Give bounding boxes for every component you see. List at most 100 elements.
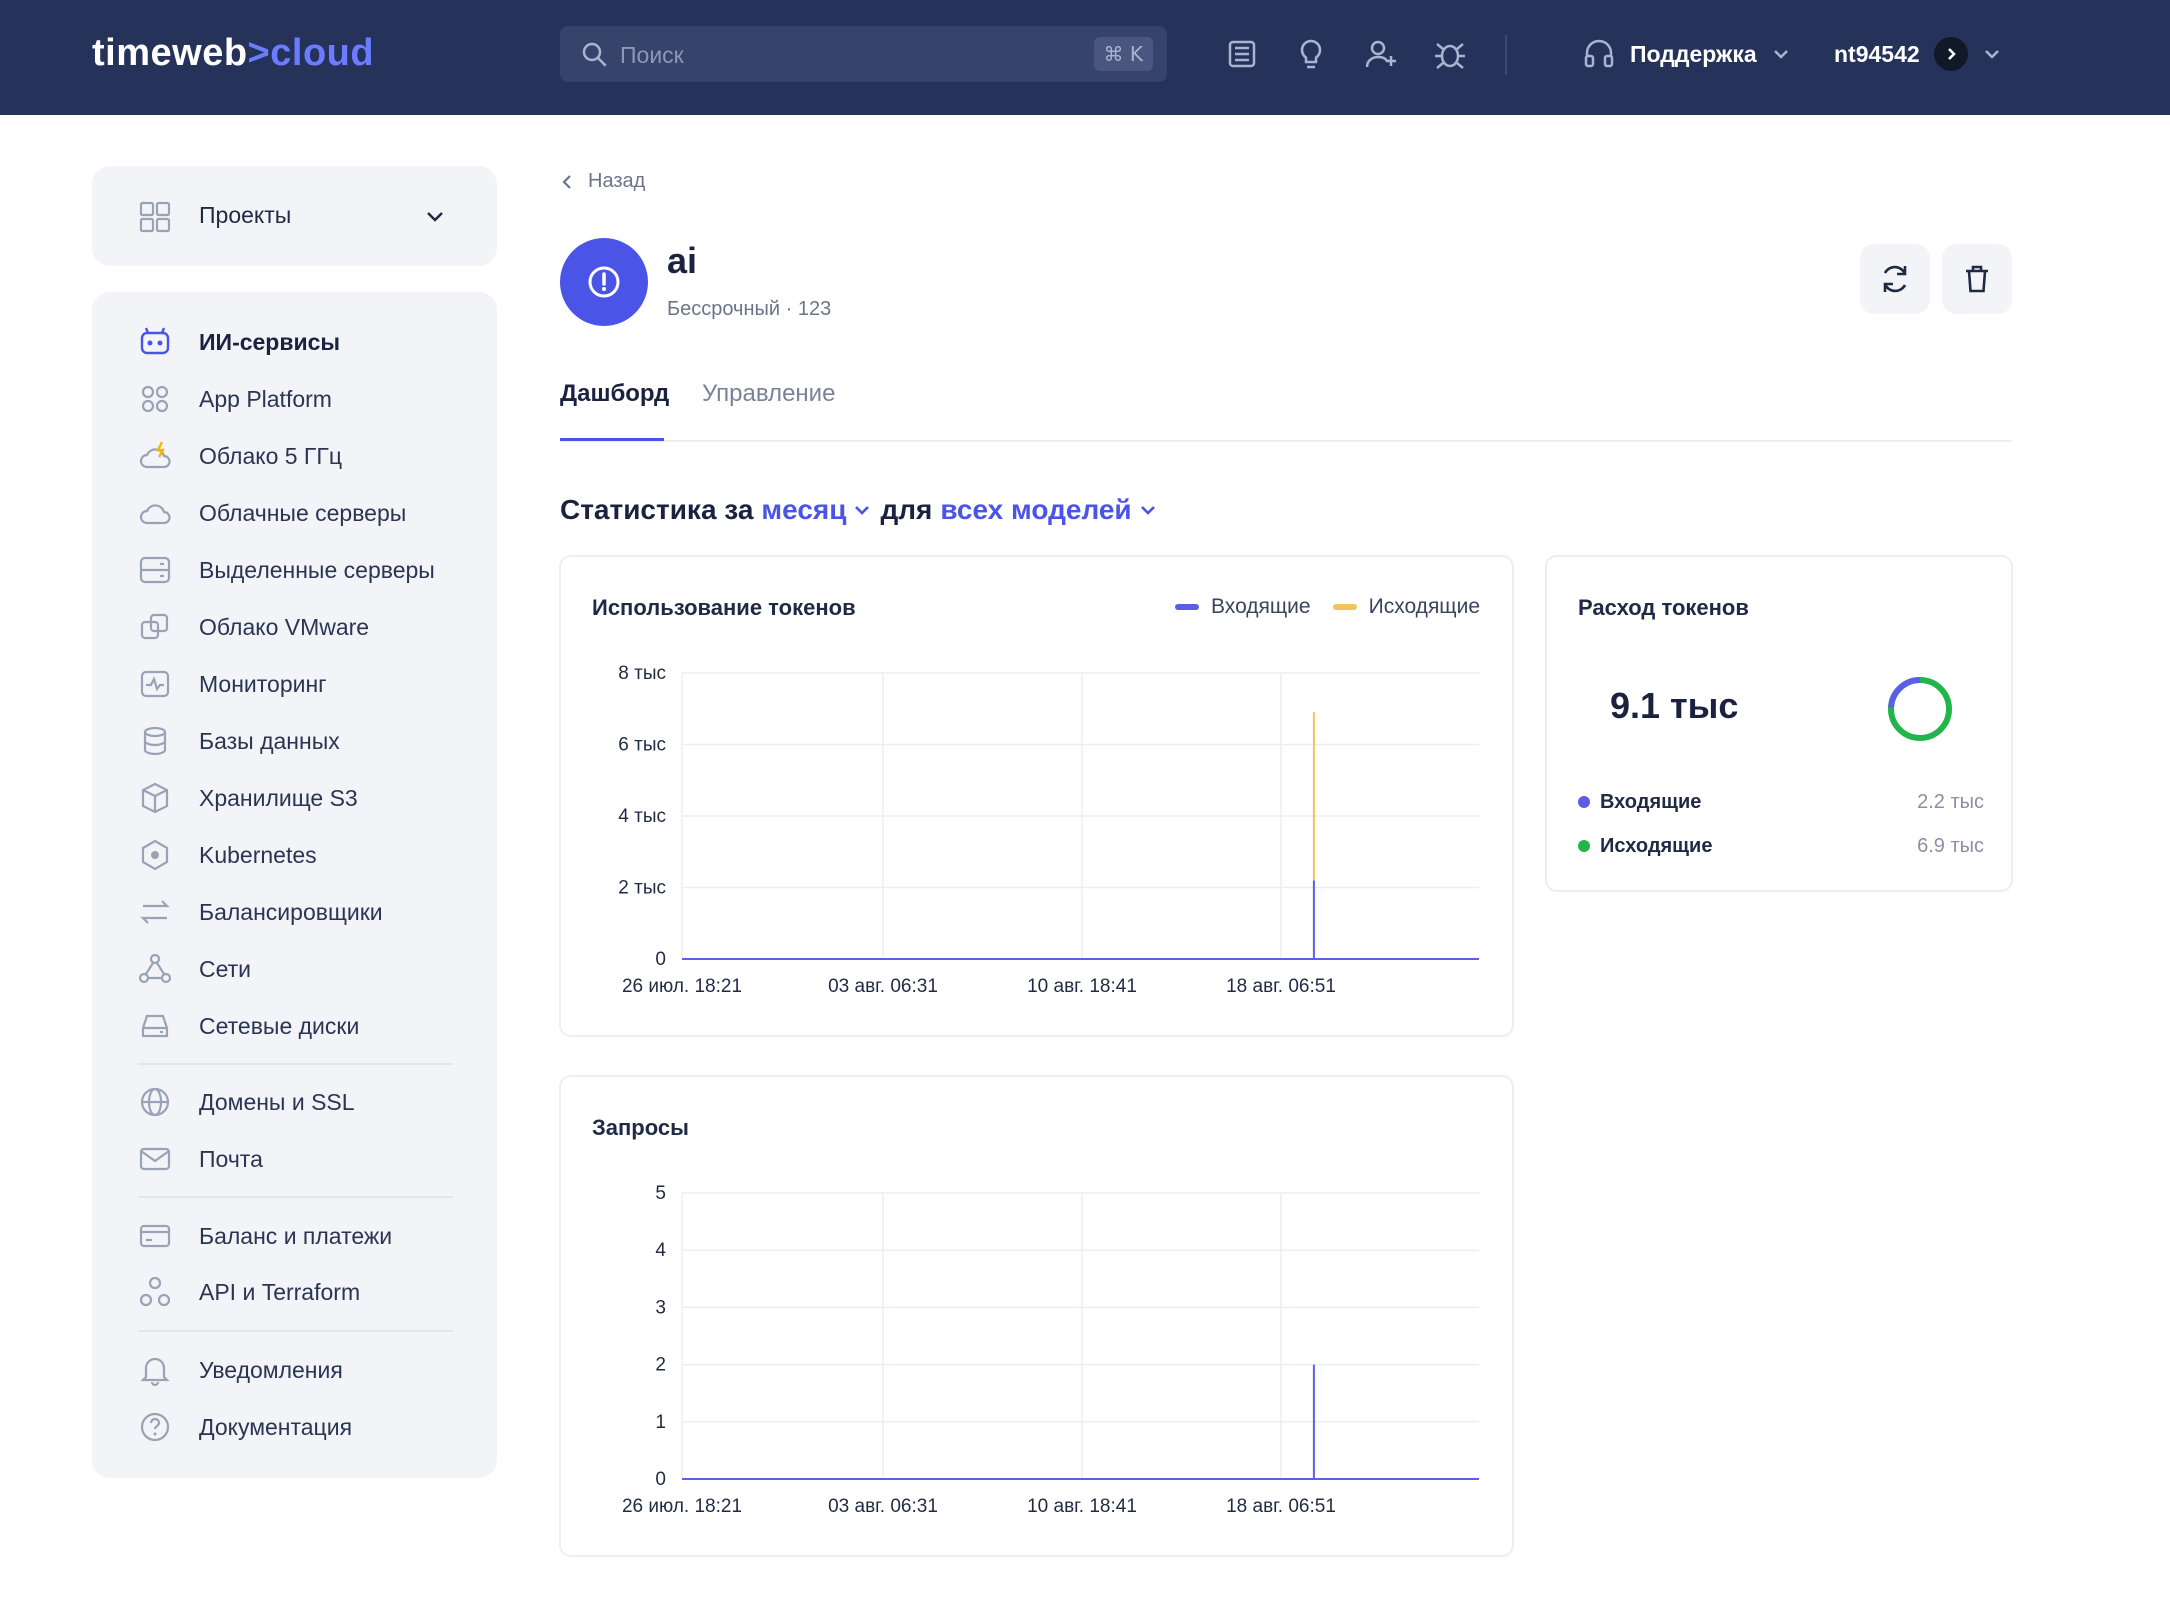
news-icon[interactable] xyxy=(1224,36,1260,72)
legend-outgoing[interactable]: Исходящие xyxy=(1332,595,1480,619)
cloud-icon xyxy=(139,504,171,525)
tab-bar: Дашборд Управление xyxy=(560,380,2012,442)
y-tick-label: 8 тыс xyxy=(618,663,666,684)
stats-prefix: Статистика за xyxy=(560,494,754,525)
legend-incoming[interactable]: Входящие xyxy=(1175,595,1311,619)
add-user-icon[interactable] xyxy=(1363,36,1399,72)
sidebar-item-label: Уведомления xyxy=(199,1356,343,1383)
sidebar-item-domains[interactable]: Домены и SSL xyxy=(138,1082,355,1122)
sidebar-item-billing[interactable]: Баланс и платежи xyxy=(138,1216,392,1256)
models-value: всех моделей xyxy=(940,494,1132,525)
sidebar-item-notifications[interactable]: Уведомления xyxy=(138,1350,343,1390)
sidebar-item-balancers[interactable]: Балансировщики xyxy=(138,892,383,932)
token-spend-total: 9.1 тыс xyxy=(1610,685,1739,726)
support-menu[interactable]: Поддержка xyxy=(1582,36,1791,72)
sidebar-item-docs[interactable]: Документация xyxy=(138,1407,352,1447)
sidebar-item-label: Балансировщики xyxy=(199,898,383,925)
sidebar-divider xyxy=(138,1196,453,1198)
sidebar-item-label: Сети xyxy=(199,955,252,982)
donut-incoming-arc xyxy=(1888,677,1921,708)
legend-swatch-outgoing xyxy=(1332,604,1357,610)
legend-swatch-incoming xyxy=(1175,604,1200,610)
brand-logo[interactable]: timeweb>cloud xyxy=(92,32,374,75)
user-menu[interactable]: nt94542 xyxy=(1834,36,2002,72)
chevron-down-icon xyxy=(855,506,870,515)
token-spend-incoming-row: Входящие 2.2 тыс xyxy=(1578,787,1984,817)
support-label: Поддержка xyxy=(1630,40,1757,67)
sidebar-item-cloud-servers[interactable]: Облачные серверы xyxy=(138,493,406,533)
y-tick-label: 3 xyxy=(655,1297,666,1318)
y-tick-label: 1 xyxy=(655,1412,666,1433)
refresh-icon xyxy=(1883,265,1907,293)
sidebar-item-label: Хранилище S3 xyxy=(199,784,358,811)
sidebar-item-networks[interactable]: Сети xyxy=(138,949,251,989)
sidebar-item-s3[interactable]: Хранилище S3 xyxy=(138,778,358,818)
projects-label: Проекты xyxy=(199,202,292,228)
tab-dashboard[interactable]: Дашборд xyxy=(560,380,670,407)
grid-icon xyxy=(141,385,169,413)
y-tick-label: 4 xyxy=(655,1240,666,1261)
headset-icon xyxy=(1584,39,1614,68)
sidebar-item-label: Kubernetes xyxy=(199,841,317,868)
y-tick-label: 2 тыс xyxy=(618,878,666,899)
sidebar-divider xyxy=(138,1330,453,1332)
sidebar-item-label: Облако VMware xyxy=(199,613,370,640)
sidebar-item-cloud-5ghz[interactable]: Облако 5 ГГц xyxy=(138,436,342,476)
sidebar-item-kubernetes[interactable]: Kubernetes xyxy=(138,835,317,875)
sidebar-item-mail[interactable]: Почта xyxy=(138,1139,263,1179)
sidebar-item-dedicated-servers[interactable]: Выделенные серверы xyxy=(138,550,435,590)
stats-middle: для xyxy=(880,494,933,525)
search-icon xyxy=(582,42,607,67)
sidebar-item-network-disks[interactable]: Сетевые диски xyxy=(138,1006,359,1046)
refresh-button[interactable] xyxy=(1860,244,1930,314)
search-shortcut: ⌘ K xyxy=(1093,37,1153,71)
page-title: ai xyxy=(667,240,698,281)
incoming-dot xyxy=(1578,796,1590,808)
active-tab-indicator xyxy=(560,438,664,441)
legend-label: Входящие xyxy=(1211,595,1311,618)
sidebar-item-ai-services[interactable]: ИИ-сервисы xyxy=(138,322,340,362)
page-subtitle: Бессрочный · 123 xyxy=(667,298,832,320)
x-tick-label: 03 авг. 06:31 xyxy=(828,1496,938,1517)
x-tick-label: 26 июл. 18:21 xyxy=(622,976,742,997)
sidebar-item-app-platform[interactable]: App Platform xyxy=(138,379,332,419)
service-avatar xyxy=(560,238,648,326)
sidebar-item-label: Базы данных xyxy=(199,727,340,754)
y-tick-label: 5 xyxy=(655,1183,666,1204)
chevron-down-icon xyxy=(1773,50,1788,59)
sidebar-item-databases[interactable]: Базы данных xyxy=(138,721,340,761)
bug-icon[interactable] xyxy=(1432,36,1468,72)
period-dropdown[interactable]: месяц xyxy=(761,494,872,526)
token-spend-title: Расход токенов xyxy=(1578,595,1749,620)
sidebar-nav: ИИ-сервисы App Platform Облако 5 ГГц Обл… xyxy=(92,292,497,1478)
lightbulb-icon[interactable] xyxy=(1293,36,1329,72)
delete-button[interactable] xyxy=(1942,244,2012,314)
models-dropdown[interactable]: всех моделей xyxy=(940,494,1157,526)
projects-selector[interactable]: Проекты xyxy=(92,166,497,266)
requests-card: Запросы 0 1 2 3 4 5 26 июл. 18:21 03 авг. 06:31… xyxy=(559,1075,1514,1557)
back-link[interactable]: Назад xyxy=(560,170,645,193)
series-line xyxy=(682,880,1479,960)
token-donut-chart xyxy=(1888,677,1952,741)
outgoing-dot xyxy=(1578,840,1590,852)
sidebar-item-label: API и Terraform xyxy=(199,1278,361,1305)
sidebar-item-monitoring[interactable]: Мониторинг xyxy=(138,664,327,704)
period-value: месяц xyxy=(761,494,847,525)
chevron-down-icon xyxy=(427,212,443,222)
y-tick-label: 0 xyxy=(655,949,666,970)
bell-icon xyxy=(140,1357,170,1387)
vmware-icon xyxy=(140,613,169,640)
sidebar-item-vmware[interactable]: Облако VMware xyxy=(138,607,369,647)
tab-management[interactable]: Управление xyxy=(702,380,836,407)
search-input[interactable]: Поиск ⌘ K xyxy=(560,26,1167,82)
sidebar-item-label: Домены и SSL xyxy=(199,1088,355,1115)
x-tick-label: 18 авг. 06:51 xyxy=(1226,976,1336,997)
outgoing-label: Исходящие xyxy=(1600,834,1713,857)
globe-icon xyxy=(140,1087,170,1117)
series-line xyxy=(682,1364,1479,1480)
sidebar-item-label: Облачные серверы xyxy=(199,499,407,526)
topbar-divider xyxy=(1505,35,1507,75)
requests-title: Запросы xyxy=(592,1115,689,1140)
ai-key-icon xyxy=(588,266,620,298)
sidebar-item-api[interactable]: API и Terraform xyxy=(138,1272,360,1312)
